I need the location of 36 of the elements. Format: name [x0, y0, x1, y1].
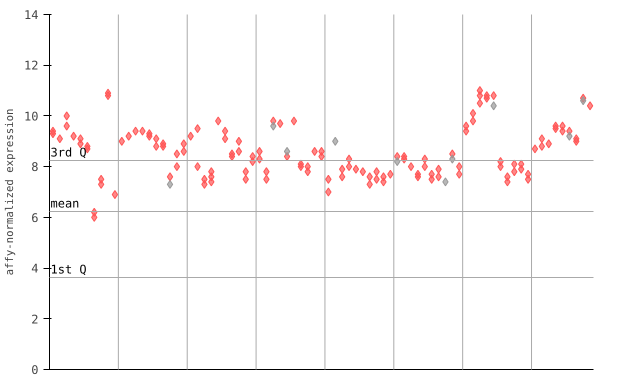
- point: [194, 162, 201, 172]
- point: [104, 91, 112, 100]
- point: [146, 132, 153, 141]
- point: [338, 172, 346, 182]
- point: [325, 188, 332, 196]
- point: [160, 142, 166, 151]
- point: [174, 162, 180, 172]
- point: [222, 134, 228, 144]
- point: [373, 174, 380, 184]
- point: [414, 172, 422, 182]
- point: [166, 180, 174, 189]
- y-tick-label: 10: [24, 109, 39, 124]
- ref-line-label: 1st Q: [50, 262, 87, 276]
- point: [298, 162, 304, 172]
- y-axis-title: affy-normalized expression: [3, 108, 16, 276]
- point: [228, 152, 236, 161]
- point: [476, 98, 484, 108]
- point: [442, 177, 449, 186]
- ref-line-label: 3rd Q: [50, 146, 87, 160]
- point: [236, 146, 242, 156]
- point: [263, 174, 270, 184]
- y-tick-label: 12: [24, 58, 39, 73]
- y-tick-label: 4: [31, 262, 39, 276]
- y-tick-label: 6: [31, 210, 39, 225]
- point: [50, 129, 56, 138]
- point: [552, 124, 559, 134]
- y-tick-label: 14: [24, 8, 39, 22]
- point: [490, 101, 497, 110]
- point: [435, 172, 442, 182]
- y-tick-label: 2: [31, 312, 39, 326]
- ref-line-label: mean: [50, 196, 80, 211]
- y-tick-label: 0: [31, 363, 39, 377]
- point: [346, 162, 352, 172]
- point: [538, 142, 546, 151]
- y-tick-label: 8: [31, 160, 39, 174]
- point: [470, 116, 476, 126]
